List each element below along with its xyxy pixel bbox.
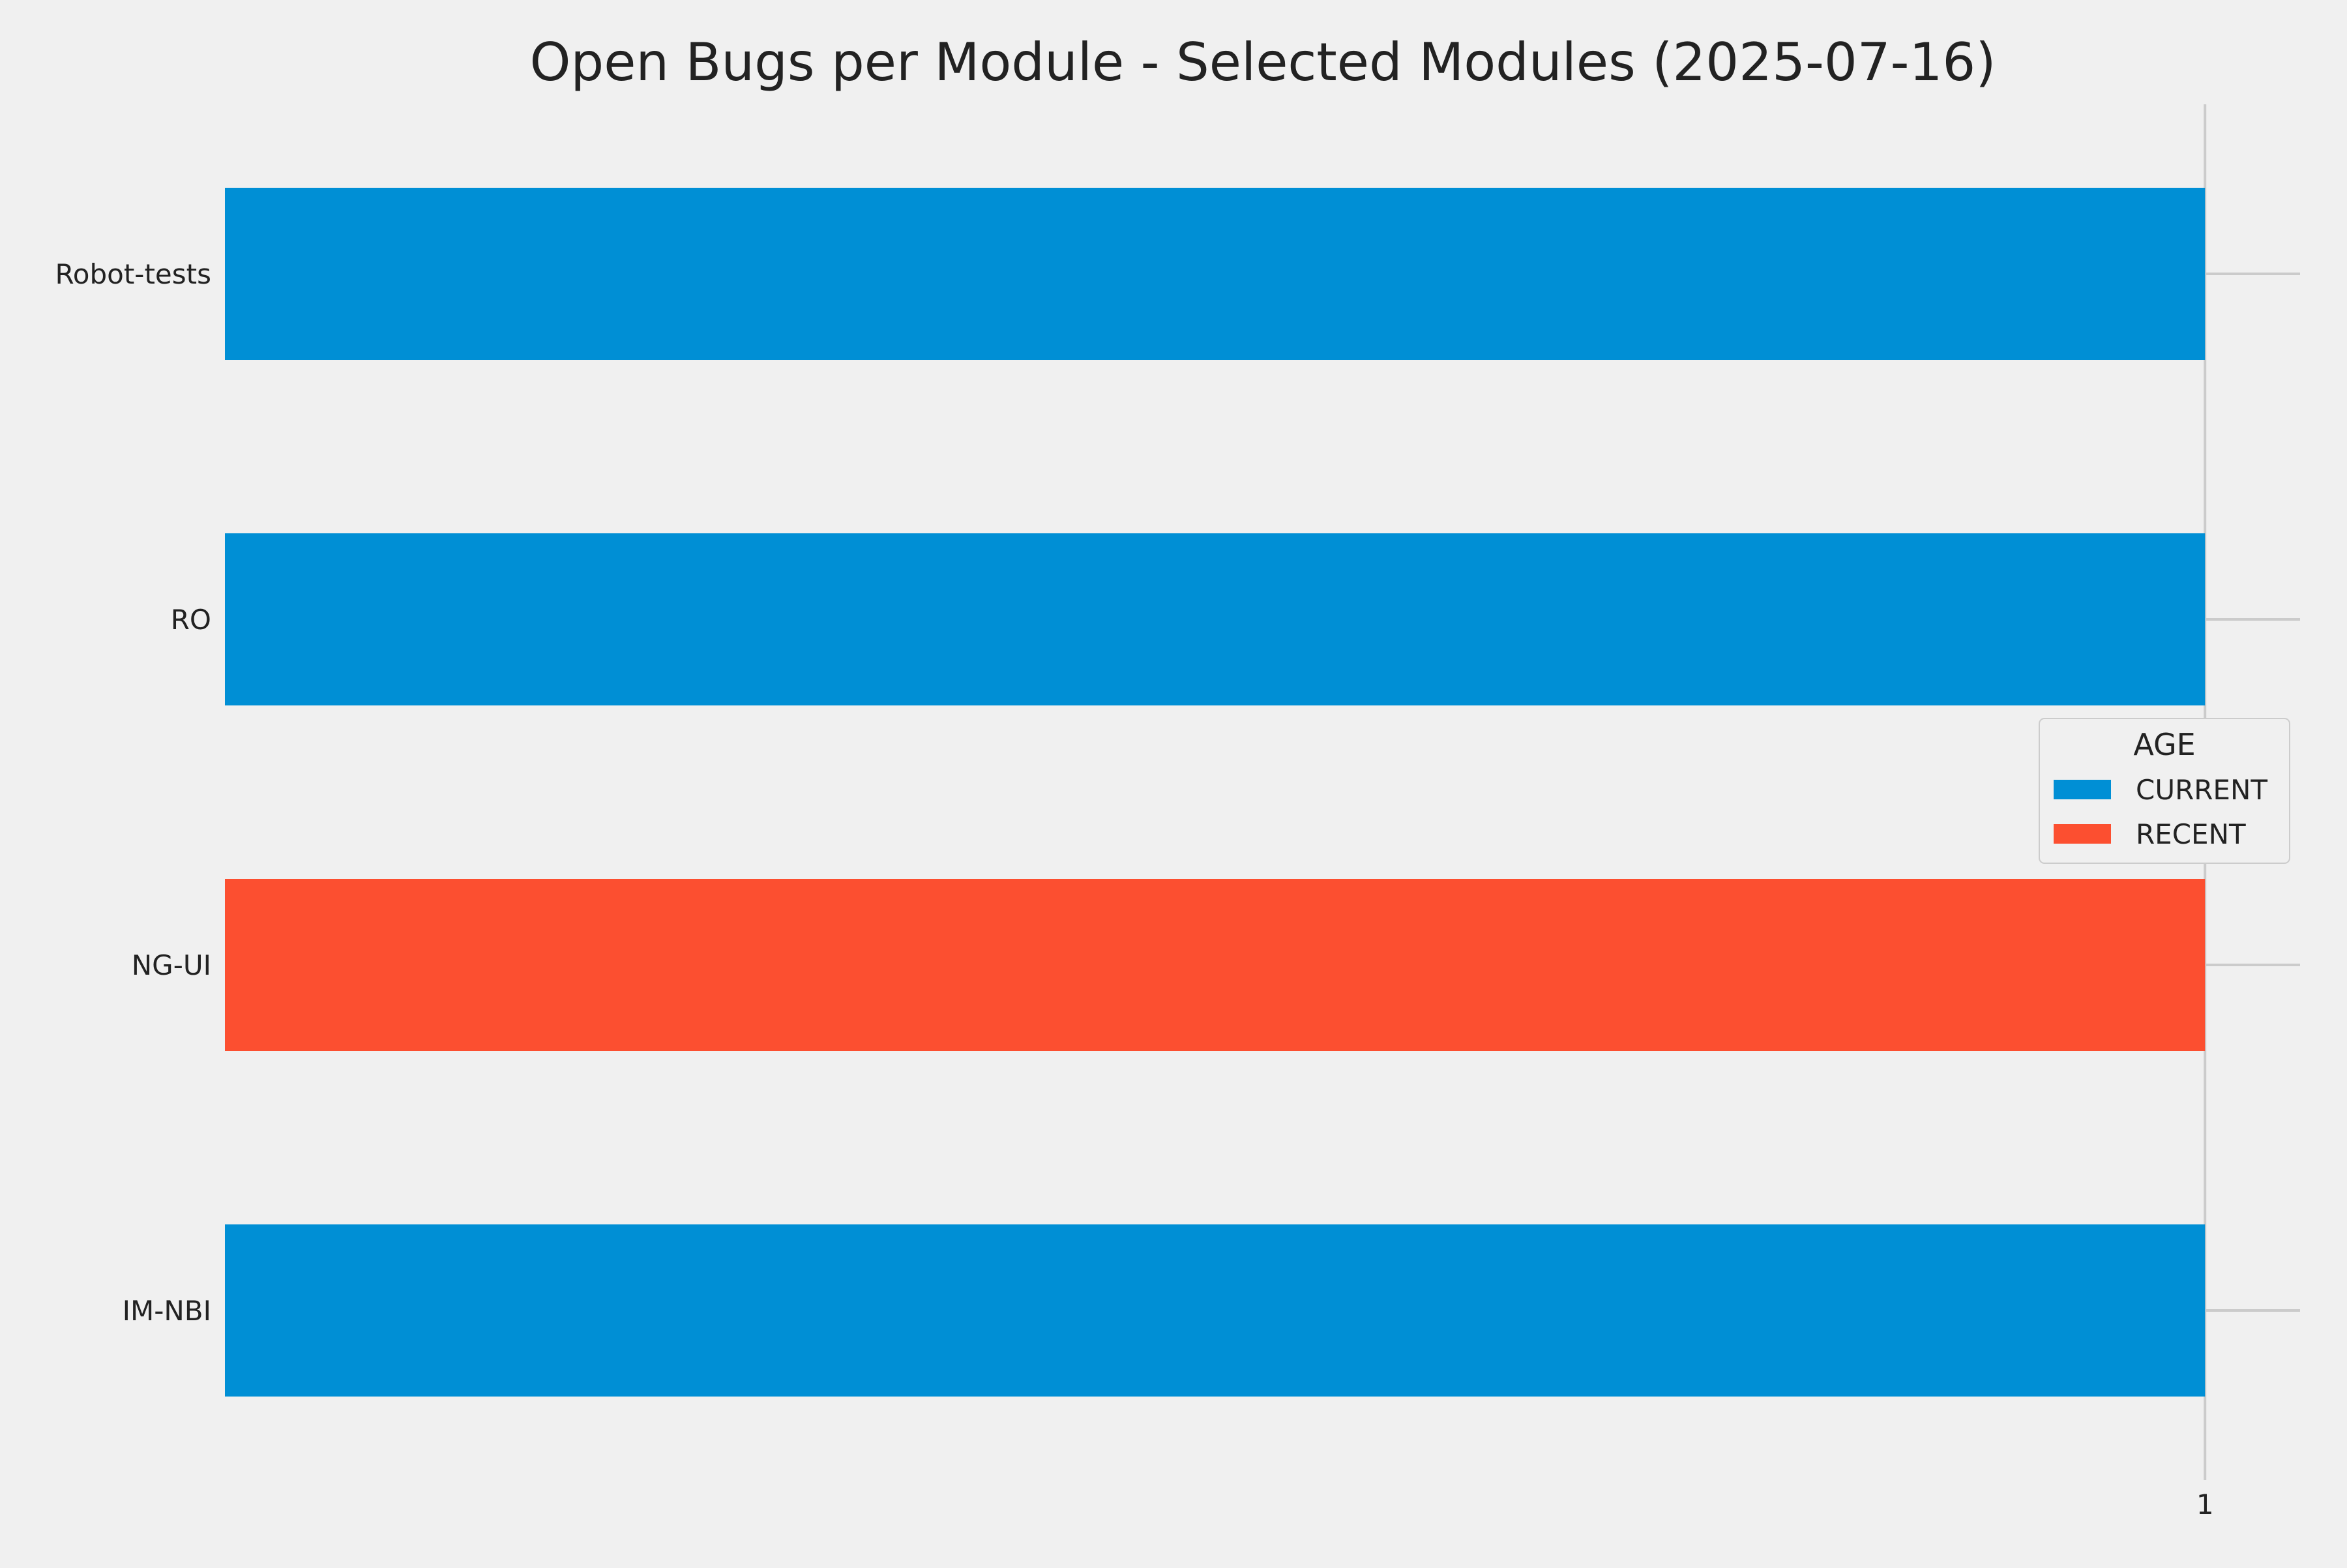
y-tick-label: RO — [171, 604, 211, 636]
x-tick-label: 1 — [2196, 1488, 2214, 1520]
bars-layer — [225, 188, 2206, 1397]
legend-label: RECENT — [2136, 818, 2246, 850]
bar-im-nbi — [225, 1224, 2206, 1397]
legend-title: AGE — [2133, 727, 2195, 762]
legend[interactable]: AGE CURRENT RECENT — [2039, 718, 2290, 864]
y-tick-label: NG-UI — [132, 949, 211, 981]
legend-swatch — [2054, 780, 2111, 799]
bar-ng-ui — [225, 879, 2206, 1051]
x-tick-labels: 1 — [2196, 1488, 2214, 1520]
y-tick-labels: Robot-tests RO NG-UI IM-NBI — [55, 258, 211, 1327]
chart-title: Open Bugs per Module - Selected Modules … — [529, 32, 1996, 93]
legend-entries: CURRENT RECENT — [2054, 774, 2267, 850]
legend-swatch — [2054, 824, 2111, 844]
y-tick-label: IM-NBI — [123, 1295, 211, 1327]
y-tick-label: Robot-tests — [55, 258, 211, 290]
bar-ro — [225, 533, 2206, 705]
legend-label: CURRENT — [2136, 774, 2267, 806]
bar-robot-tests — [225, 188, 2206, 360]
